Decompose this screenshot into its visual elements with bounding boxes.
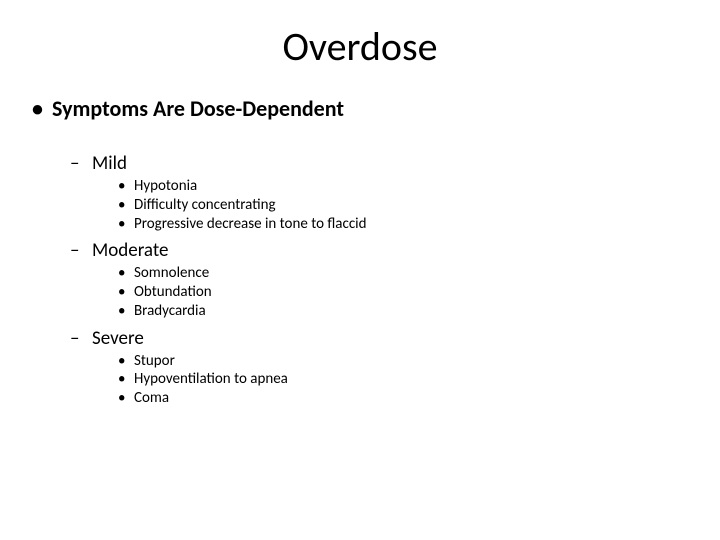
bullet-level3-icon: • [118, 264, 134, 283]
list-item-text: Coma [134, 389, 169, 407]
list-item-text: Obtundation [134, 283, 212, 301]
list-item-text: Difficulty concentrating [134, 196, 276, 214]
list-item: •Hypoventilation to apnea [118, 370, 720, 389]
slide-title: Overdose [0, 0, 720, 95]
bullet-level3-icon: • [118, 389, 134, 408]
group-label-text: Moderate [92, 239, 168, 262]
dash-level2-icon: – [70, 327, 92, 350]
list-item-text: Hypoventilation to apnea [134, 370, 288, 388]
list-item-text: Bradycardia [134, 302, 206, 320]
bullet-level3-icon: • [118, 215, 134, 234]
bullet-level1-icon: • [32, 95, 52, 122]
group-label-text: Mild [92, 152, 127, 175]
dash-level2-icon: – [70, 239, 92, 262]
list-item: •Bradycardia [118, 302, 720, 321]
heading-text: Symptoms Are Dose-Dependent [52, 95, 344, 122]
list-item: •Progressive decrease in tone to flaccid [118, 215, 720, 234]
bullet-level3-icon: • [118, 352, 134, 371]
list-item: •Hypotonia [118, 177, 720, 196]
group-label: –Severe [70, 327, 720, 350]
group-label: –Mild [70, 152, 720, 175]
heading-line: •Symptoms Are Dose-Dependent [32, 95, 720, 122]
group-label-text: Severe [92, 327, 144, 350]
list-item: •Coma [118, 389, 720, 408]
bullet-level3-icon: • [118, 177, 134, 196]
list-item-text: Progressive decrease in tone to flaccid [134, 215, 367, 233]
list-item-text: Somnolence [134, 264, 209, 282]
bullet-level3-icon: • [118, 196, 134, 215]
bullet-level3-icon: • [118, 283, 134, 302]
bullet-level3-icon: • [118, 302, 134, 321]
slide: Overdose •Symptoms Are Dose-Dependent –M… [0, 0, 720, 540]
list-item-text: Stupor [134, 352, 175, 370]
group-label: –Moderate [70, 239, 720, 262]
list-item-text: Hypotonia [134, 177, 197, 195]
list-item: •Somnolence [118, 264, 720, 283]
list-item: •Stupor [118, 352, 720, 371]
bullet-level3-icon: • [118, 370, 134, 389]
list-item: •Difficulty concentrating [118, 196, 720, 215]
dash-level2-icon: – [70, 152, 92, 175]
list-item: •Obtundation [118, 283, 720, 302]
